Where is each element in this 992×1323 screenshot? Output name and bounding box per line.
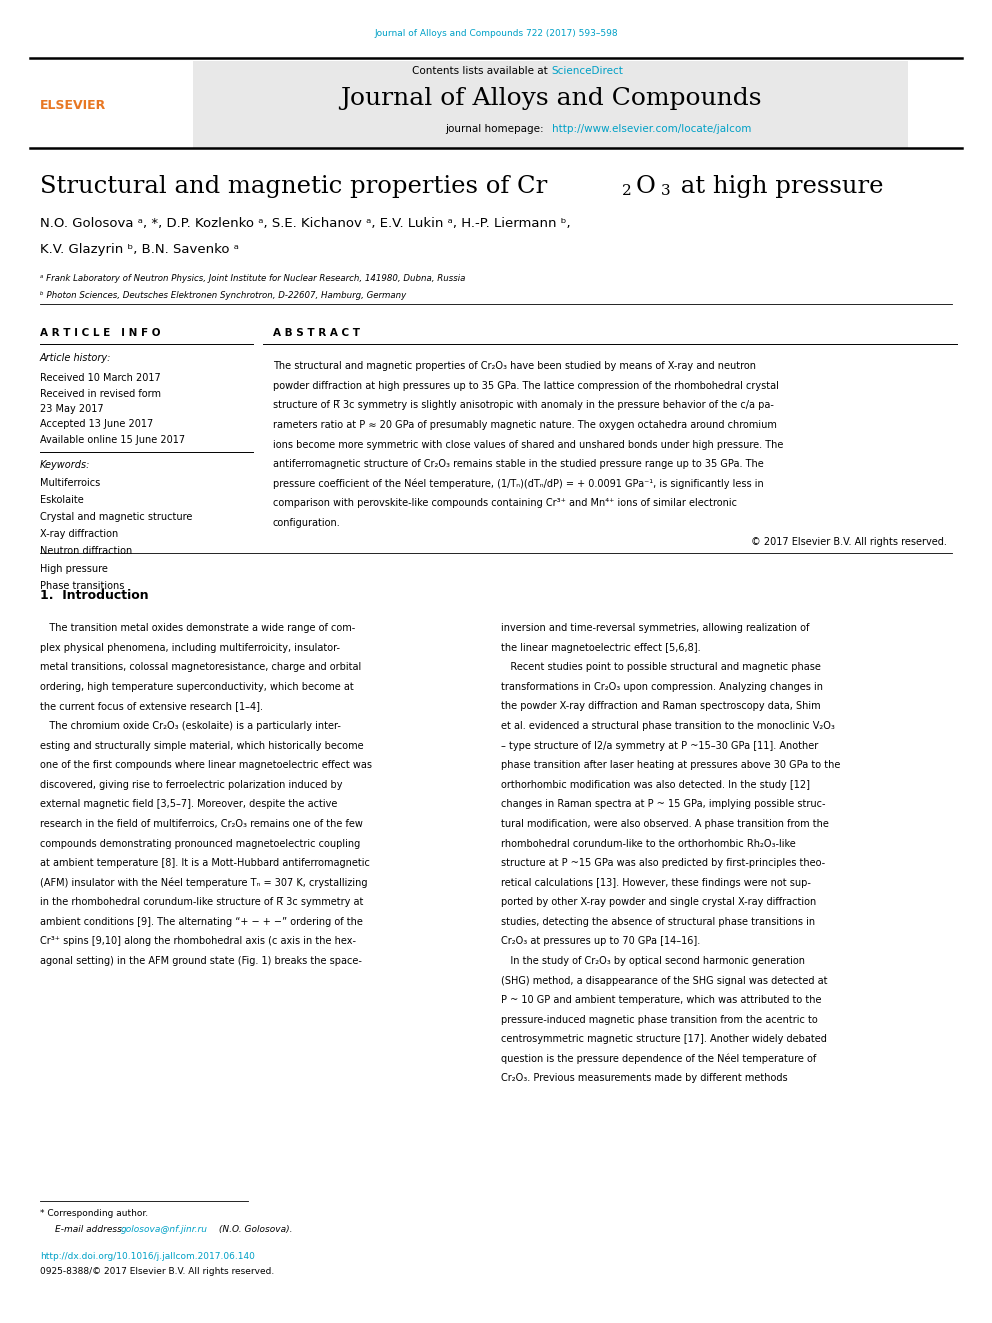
Text: (SHG) method, a disappearance of the SHG signal was detected at: (SHG) method, a disappearance of the SHG… xyxy=(501,975,827,986)
Text: rameters ratio at P ≈ 20 GPa of presumably magnetic nature. The oxygen octahedra: rameters ratio at P ≈ 20 GPa of presumab… xyxy=(273,419,777,430)
Text: (N.O. Golosova).: (N.O. Golosova). xyxy=(216,1225,293,1234)
Text: transformations in Cr₂O₃ upon compression. Analyzing changes in: transformations in Cr₂O₃ upon compressio… xyxy=(501,681,823,692)
Text: A R T I C L E   I N F O: A R T I C L E I N F O xyxy=(40,328,160,339)
Text: Available online 15 June 2017: Available online 15 June 2017 xyxy=(40,435,185,446)
Text: the powder X-ray diffraction and Raman spectroscopy data, Shim: the powder X-ray diffraction and Raman s… xyxy=(501,701,820,712)
Text: The chromium oxide Cr₂O₃ (eskolaite) is a particularly inter-: The chromium oxide Cr₂O₃ (eskolaite) is … xyxy=(40,721,340,732)
Text: Cr₂O₃ at pressures up to 70 GPa [14–16].: Cr₂O₃ at pressures up to 70 GPa [14–16]. xyxy=(501,937,700,946)
Text: structure of R̅ 3c symmetry is slightly anisotropic with anomaly in the pressure: structure of R̅ 3c symmetry is slightly … xyxy=(273,401,774,410)
Text: pressure coefficient of the Néel temperature, (1/Tₙ)(dTₙ/dP) = + 0.0091 GPa⁻¹, i: pressure coefficient of the Néel tempera… xyxy=(273,479,764,490)
Text: retical calculations [13]. However, these findings were not sup-: retical calculations [13]. However, thes… xyxy=(501,877,810,888)
Text: studies, detecting the absence of structural phase transitions in: studies, detecting the absence of struct… xyxy=(501,917,815,927)
Text: O: O xyxy=(636,175,656,197)
Text: comparison with perovskite-like compounds containing Cr³⁺ and Mn⁴⁺ ions of simil: comparison with perovskite-like compound… xyxy=(273,499,737,508)
Text: at high pressure: at high pressure xyxy=(673,175,883,197)
Text: ᵇ Photon Sciences, Deutsches Elektronen Synchrotron, D-22607, Hamburg, Germany: ᵇ Photon Sciences, Deutsches Elektronen … xyxy=(40,291,406,300)
Text: Received 10 March 2017: Received 10 March 2017 xyxy=(40,373,161,384)
Text: Contents lists available at: Contents lists available at xyxy=(412,66,551,77)
Text: the current focus of extensive research [1–4].: the current focus of extensive research … xyxy=(40,701,263,712)
Text: P ~ 10 GP and ambient temperature, which was attributed to the: P ~ 10 GP and ambient temperature, which… xyxy=(501,995,821,1005)
Text: centrosymmetric magnetic structure [17]. Another widely debated: centrosymmetric magnetic structure [17].… xyxy=(501,1035,827,1044)
Text: one of the first compounds where linear magnetoelectric effect was: one of the first compounds where linear … xyxy=(40,761,372,770)
Text: Recent studies point to possible structural and magnetic phase: Recent studies point to possible structu… xyxy=(501,663,820,672)
Text: Cr³⁺ spins [9,10] along the rhombohedral axis (c axis in the hex-: Cr³⁺ spins [9,10] along the rhombohedral… xyxy=(40,937,356,946)
Text: The transition metal oxides demonstrate a wide range of com-: The transition metal oxides demonstrate … xyxy=(40,623,355,634)
Text: esting and structurally simple material, which historically become: esting and structurally simple material,… xyxy=(40,741,363,750)
Text: N.O. Golosova ᵃ, *, D.P. Kozlenko ᵃ, S.E. Kichanov ᵃ, E.V. Lukin ᵃ, H.-P. Lierma: N.O. Golosova ᵃ, *, D.P. Kozlenko ᵃ, S.E… xyxy=(40,217,570,230)
Text: plex physical phenomena, including multiferroicity, insulator-: plex physical phenomena, including multi… xyxy=(40,643,339,652)
Text: rhombohedral corundum-like to the orthorhombic Rh₂O₃-like: rhombohedral corundum-like to the orthor… xyxy=(501,839,796,848)
Text: K.V. Glazyrin ᵇ, B.N. Savenko ᵃ: K.V. Glazyrin ᵇ, B.N. Savenko ᵃ xyxy=(40,243,239,257)
Text: research in the field of multiferroics, Cr₂O₃ remains one of the few: research in the field of multiferroics, … xyxy=(40,819,362,830)
Text: changes in Raman spectra at P ~ 15 GPa, implying possible struc-: changes in Raman spectra at P ~ 15 GPa, … xyxy=(501,799,825,810)
Text: © 2017 Elsevier B.V. All rights reserved.: © 2017 Elsevier B.V. All rights reserved… xyxy=(752,537,947,548)
Text: powder diffraction at high pressures up to 35 GPa. The lattice compression of th: powder diffraction at high pressures up … xyxy=(273,381,779,390)
Text: inversion and time-reversal symmetries, allowing realization of: inversion and time-reversal symmetries, … xyxy=(501,623,809,634)
Text: Multiferroics: Multiferroics xyxy=(40,478,100,488)
Text: Received in revised form: Received in revised form xyxy=(40,389,161,400)
FancyBboxPatch shape xyxy=(193,61,908,148)
Text: tural modification, were also observed. A phase transition from the: tural modification, were also observed. … xyxy=(501,819,829,830)
Text: 1.  Introduction: 1. Introduction xyxy=(40,589,149,602)
Text: Crystal and magnetic structure: Crystal and magnetic structure xyxy=(40,512,192,523)
Text: in the rhombohedral corundum-like structure of R̅ 3c symmetry at: in the rhombohedral corundum-like struct… xyxy=(40,897,363,908)
Text: structure at P ~15 GPa was also predicted by first-principles theo-: structure at P ~15 GPa was also predicte… xyxy=(501,859,825,868)
Text: (AFM) insulator with the Néel temperature Tₙ = 307 K, crystallizing: (AFM) insulator with the Néel temperatur… xyxy=(40,877,367,888)
Text: ions become more symmetric with close values of shared and unshared bonds under : ions become more symmetric with close va… xyxy=(273,439,783,450)
Text: question is the pressure dependence of the Néel temperature of: question is the pressure dependence of t… xyxy=(501,1054,816,1065)
Text: pressure-induced magnetic phase transition from the acentric to: pressure-induced magnetic phase transiti… xyxy=(501,1015,817,1025)
Text: * Corresponding author.: * Corresponding author. xyxy=(40,1209,148,1218)
Text: at ambient temperature [8]. It is a Mott-Hubbard antiferromagnetic: at ambient temperature [8]. It is a Mott… xyxy=(40,859,370,868)
Text: Accepted 13 June 2017: Accepted 13 June 2017 xyxy=(40,419,153,430)
Text: ported by other X-ray powder and single crystal X-ray diffraction: ported by other X-ray powder and single … xyxy=(501,897,816,908)
Text: metal transitions, colossal magnetoresistance, charge and orbital: metal transitions, colossal magnetoresis… xyxy=(40,663,361,672)
Text: external magnetic field [3,5–7]. Moreover, despite the active: external magnetic field [3,5–7]. Moreove… xyxy=(40,799,337,810)
Text: Journal of Alloys and Compounds 722 (2017) 593–598: Journal of Alloys and Compounds 722 (201… xyxy=(374,29,618,38)
Text: Neutron diffraction: Neutron diffraction xyxy=(40,546,132,557)
Text: discovered, giving rise to ferroelectric polarization induced by: discovered, giving rise to ferroelectric… xyxy=(40,779,342,790)
Text: – type structure of I2/a symmetry at P ~15–30 GPa [11]. Another: – type structure of I2/a symmetry at P ~… xyxy=(501,741,818,750)
Text: High pressure: High pressure xyxy=(40,564,107,574)
Text: ᵃ Frank Laboratory of Neutron Physics, Joint Institute for Nuclear Research, 141: ᵃ Frank Laboratory of Neutron Physics, J… xyxy=(40,274,465,283)
Text: et al. evidenced a structural phase transition to the monoclinic V₂O₃: et al. evidenced a structural phase tran… xyxy=(501,721,835,732)
Text: journal homepage:: journal homepage: xyxy=(445,124,551,135)
Text: ELSEVIER: ELSEVIER xyxy=(40,99,106,112)
Text: Structural and magnetic properties of Cr: Structural and magnetic properties of Cr xyxy=(40,175,547,197)
Text: In the study of Cr₂O₃ by optical second harmonic generation: In the study of Cr₂O₃ by optical second … xyxy=(501,957,805,966)
Text: agonal setting) in the AFM ground state (Fig. 1) breaks the space-: agonal setting) in the AFM ground state … xyxy=(40,957,361,966)
Text: http://www.elsevier.com/locate/jalcom: http://www.elsevier.com/locate/jalcom xyxy=(552,124,751,135)
Text: antiferromagnetic structure of Cr₂O₃ remains stable in the studied pressure rang: antiferromagnetic structure of Cr₂O₃ rem… xyxy=(273,459,764,470)
Text: phase transition after laser heating at pressures above 30 GPa to the: phase transition after laser heating at … xyxy=(501,761,840,770)
Text: ScienceDirect: ScienceDirect xyxy=(552,66,623,77)
Text: 2: 2 xyxy=(622,184,632,198)
Text: ordering, high temperature superconductivity, which become at: ordering, high temperature superconducti… xyxy=(40,681,353,692)
Text: 3: 3 xyxy=(661,184,671,198)
Text: Journal of Alloys and Compounds: Journal of Alloys and Compounds xyxy=(340,87,761,110)
Text: ambient conditions [9]. The alternating “+ − + −” ordering of the: ambient conditions [9]. The alternating … xyxy=(40,917,362,927)
Text: Phase transitions: Phase transitions xyxy=(40,581,124,591)
Text: configuration.: configuration. xyxy=(273,517,340,528)
Text: Article history:: Article history: xyxy=(40,353,111,364)
Text: the linear magnetoelectric effect [5,6,8].: the linear magnetoelectric effect [5,6,8… xyxy=(501,643,700,652)
Text: orthorhombic modification was also detected. In the study [12]: orthorhombic modification was also detec… xyxy=(501,779,809,790)
Text: 23 May 2017: 23 May 2017 xyxy=(40,404,103,414)
Text: The structural and magnetic properties of Cr₂O₃ have been studied by means of X-: The structural and magnetic properties o… xyxy=(273,361,756,372)
Text: X-ray diffraction: X-ray diffraction xyxy=(40,529,118,540)
Text: Keywords:: Keywords: xyxy=(40,460,90,471)
Text: A B S T R A C T: A B S T R A C T xyxy=(273,328,360,339)
Text: Eskolaite: Eskolaite xyxy=(40,495,83,505)
Text: 0925-8388/© 2017 Elsevier B.V. All rights reserved.: 0925-8388/© 2017 Elsevier B.V. All right… xyxy=(40,1267,274,1277)
Text: E-mail address:: E-mail address: xyxy=(55,1225,127,1234)
Text: Cr₂O₃. Previous measurements made by different methods: Cr₂O₃. Previous measurements made by dif… xyxy=(501,1073,788,1084)
Text: golosova@nf.jinr.ru: golosova@nf.jinr.ru xyxy=(121,1225,208,1234)
Text: http://dx.doi.org/10.1016/j.jallcom.2017.06.140: http://dx.doi.org/10.1016/j.jallcom.2017… xyxy=(40,1252,255,1261)
Text: compounds demonstrating pronounced magnetoelectric coupling: compounds demonstrating pronounced magne… xyxy=(40,839,360,848)
